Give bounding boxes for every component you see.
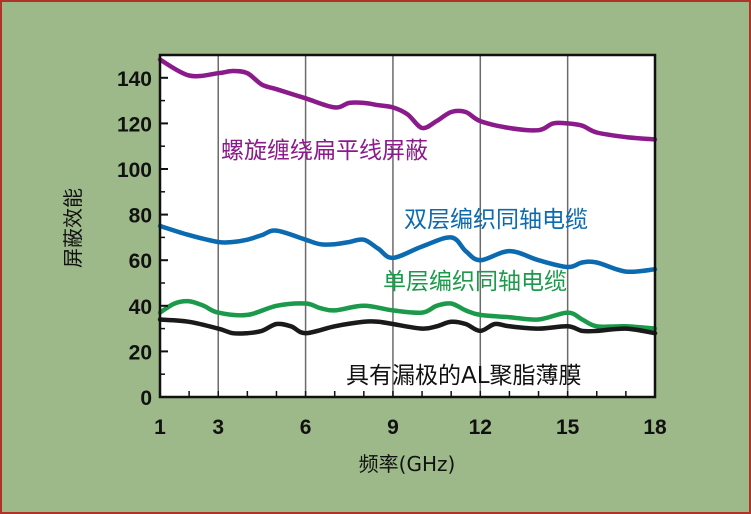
series-line-2 bbox=[157, 298, 658, 331]
series-line-3 bbox=[157, 317, 658, 336]
x-tick-label: 15 bbox=[556, 416, 580, 439]
y-tick-label: 0 bbox=[140, 387, 152, 410]
y-tick-label: 120 bbox=[117, 113, 152, 136]
series-label-spiral-flat-wire: 螺旋缠绕扁平线屏蔽 bbox=[221, 138, 428, 164]
x-tick-labels: 1 3 6 9 12 15 18 bbox=[154, 416, 667, 439]
y-tick-label: 80 bbox=[129, 205, 152, 228]
series-line-0 bbox=[157, 57, 658, 142]
y-tick-label: 40 bbox=[129, 296, 152, 319]
axes bbox=[158, 53, 657, 399]
x-tick-label: 6 bbox=[300, 416, 312, 439]
series-line-1 bbox=[157, 223, 658, 275]
x-axis-label: 频率(GHz) bbox=[359, 452, 456, 476]
x-tick-label: 9 bbox=[387, 416, 399, 439]
y-tick-label: 100 bbox=[117, 159, 152, 182]
y-tick-labels: 0 20 40 60 80 100 120 140 bbox=[117, 68, 152, 410]
y-tick-label: 140 bbox=[117, 68, 152, 91]
series-lines bbox=[157, 57, 658, 336]
series-label-double-braid: 双层编织同轴电缆 bbox=[404, 207, 588, 233]
x-tick-label: 1 bbox=[154, 416, 166, 439]
x-tick-label: 3 bbox=[212, 416, 224, 439]
x-tick-label: 18 bbox=[643, 416, 667, 439]
y-tick-label: 20 bbox=[129, 341, 152, 364]
plot-area bbox=[157, 53, 658, 399]
x-tick-label: 12 bbox=[469, 416, 492, 439]
y-axis-label: 屏蔽效能 bbox=[61, 188, 85, 268]
plot-border bbox=[158, 53, 657, 399]
series-label-al-foil-drain: 具有漏极的AL聚脂薄膜 bbox=[346, 363, 582, 389]
y-tick-label: 60 bbox=[129, 250, 152, 273]
series-label-single-braid: 单层编织同轴电缆 bbox=[383, 269, 567, 295]
